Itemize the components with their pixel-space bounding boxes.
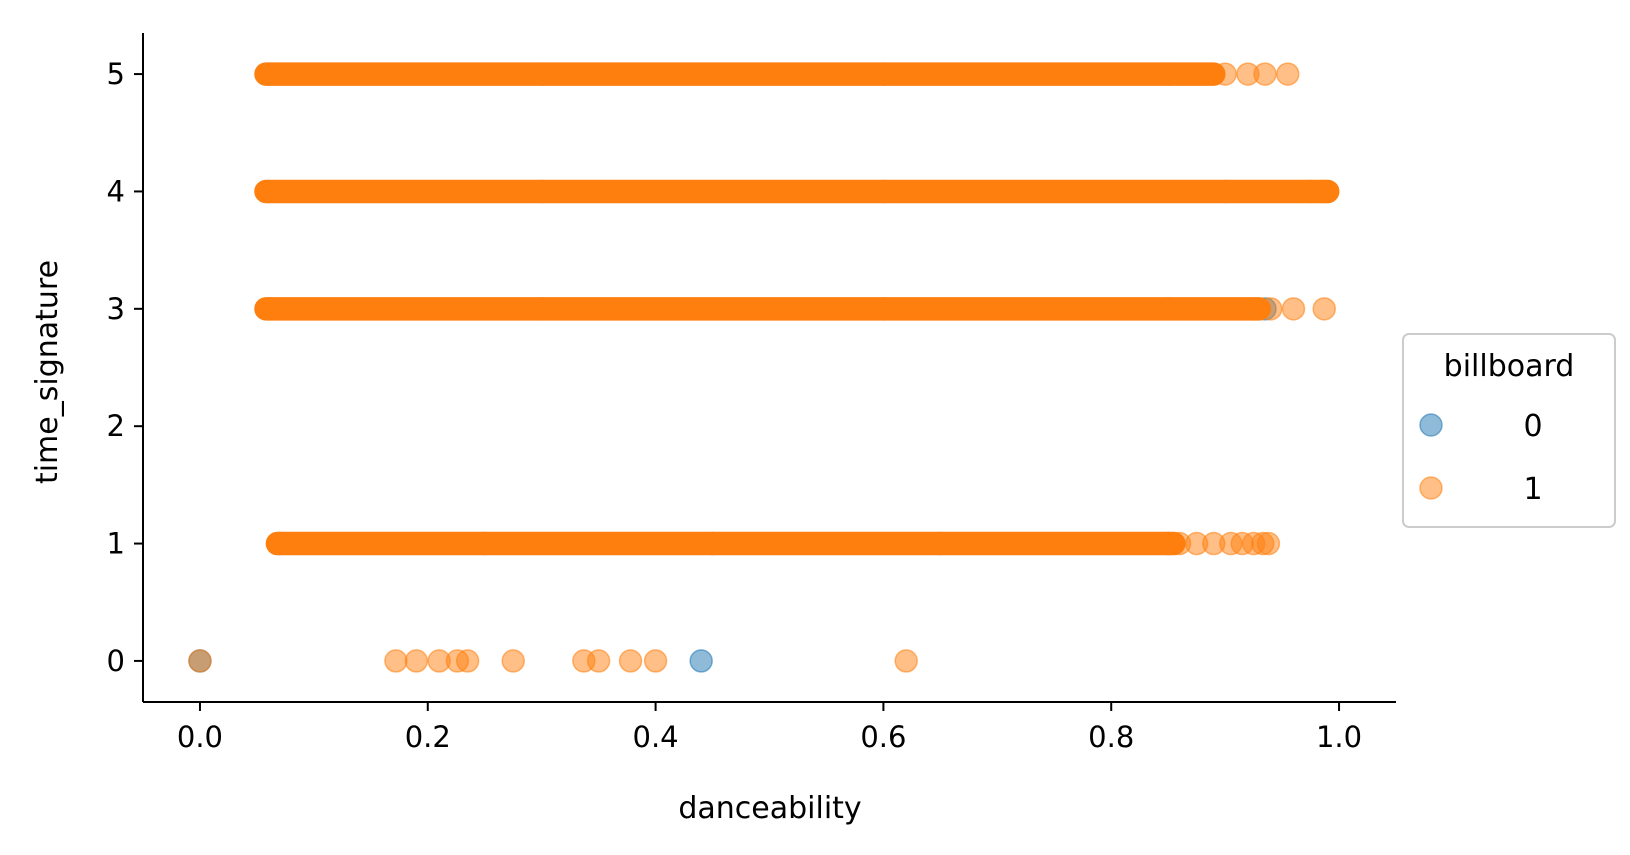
data-point bbox=[1213, 62, 1237, 86]
x-tick-label: 0.6 bbox=[860, 720, 906, 754]
legend-entry-label: 0 bbox=[1523, 409, 1542, 444]
x-axis-label: danceability bbox=[678, 791, 861, 826]
y-tick-label: 0 bbox=[107, 644, 125, 678]
data-point bbox=[1312, 297, 1336, 321]
y-tick-label: 1 bbox=[107, 527, 125, 561]
data-point bbox=[455, 649, 480, 673]
data-point bbox=[188, 649, 212, 673]
y-tick-label: 4 bbox=[107, 174, 125, 208]
data-point bbox=[643, 649, 668, 673]
x-tick-label: 0.8 bbox=[1088, 720, 1134, 754]
y-tick-label: 3 bbox=[107, 292, 125, 326]
legend-marker bbox=[1419, 413, 1443, 437]
y-tick-label: 5 bbox=[107, 57, 125, 91]
x-tick-label: 0.2 bbox=[405, 720, 451, 754]
legend: billboard 0 1 bbox=[1402, 333, 1616, 528]
x-tick-label: 1.0 bbox=[1316, 720, 1362, 754]
data-point bbox=[1258, 297, 1283, 321]
x-tick-label: 0.4 bbox=[633, 720, 679, 754]
legend-box bbox=[1402, 333, 1616, 528]
data-point bbox=[384, 649, 408, 673]
data-point bbox=[894, 649, 918, 673]
y-axis-ticks: 0 1 2 3 4 5 bbox=[107, 57, 143, 678]
x-axis-ticks: 0.0 0.2 0.4 0.6 0.8 1.0 bbox=[177, 702, 1362, 754]
data-point bbox=[1256, 531, 1281, 556]
data-point bbox=[618, 649, 643, 673]
dense-point-band bbox=[254, 62, 1226, 86]
legend-title: billboard bbox=[1444, 349, 1575, 384]
data-point bbox=[1253, 62, 1277, 86]
data-point bbox=[1281, 297, 1306, 321]
dense-point-band bbox=[265, 531, 1186, 556]
data-point bbox=[404, 649, 429, 673]
legend-entry-label: 1 bbox=[1523, 472, 1542, 507]
data-point bbox=[1276, 62, 1300, 86]
dense-point-band bbox=[254, 179, 1340, 204]
x-tick-label: 0.0 bbox=[177, 720, 223, 754]
y-axis-label: time_signature bbox=[30, 260, 65, 484]
data-point bbox=[586, 649, 611, 673]
data-point bbox=[689, 649, 713, 673]
data-point bbox=[1315, 179, 1340, 204]
y-tick-label: 2 bbox=[107, 409, 125, 443]
legend-marker bbox=[1419, 476, 1443, 500]
dense-point-band bbox=[254, 297, 1272, 321]
data-point bbox=[501, 649, 525, 673]
plot-marks bbox=[188, 62, 1340, 673]
